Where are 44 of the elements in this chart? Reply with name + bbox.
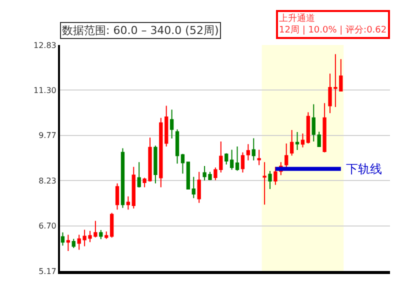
candlestick — [115, 182, 120, 210]
candlestick — [197, 171, 201, 204]
candlestick — [126, 196, 130, 210]
candlestick — [235, 146, 240, 172]
candlestick — [132, 166, 136, 209]
candlestick — [290, 129, 294, 156]
chart-title: 数据范围: 60.0 – 340.0 (52周) — [62, 24, 219, 37]
candlestick — [175, 128, 180, 164]
candlestick — [66, 234, 70, 252]
candlestick — [312, 104, 316, 142]
candlestick — [104, 230, 108, 240]
text: 上升通道 12周 | 10.0% | 评分:0.62 — [279, 13, 387, 36]
candlestick — [99, 229, 103, 240]
candlestick — [137, 162, 141, 188]
candlestick — [246, 144, 250, 161]
series-label: 下轨线 — [346, 162, 382, 176]
candlestick — [120, 148, 125, 208]
candlestick — [224, 152, 228, 165]
candlestick — [72, 238, 76, 248]
candlestick — [154, 145, 158, 184]
candlestick — [230, 149, 234, 170]
candlestick — [322, 102, 326, 153]
y-tick-label: 12.83 — [33, 40, 56, 50]
candlestick — [306, 112, 310, 144]
candlestick — [268, 170, 272, 190]
candlestick — [110, 212, 114, 238]
candlestick — [170, 109, 174, 140]
candlestick — [284, 143, 288, 169]
candlestick — [60, 232, 65, 246]
y-tick-label: 9.77 — [38, 131, 56, 140]
candlestick — [186, 162, 190, 190]
candlestick — [180, 153, 185, 174]
candlestick — [192, 176, 196, 199]
y-tick-label: 5.17 — [38, 266, 56, 276]
candlestick — [252, 138, 256, 161]
candlestick — [300, 133, 305, 148]
y-tick-label: 6.70 — [38, 222, 56, 231]
y-tick-label: 8.23 — [38, 176, 56, 186]
candlestick — [295, 132, 300, 151]
candlestick — [240, 152, 245, 173]
candlestick — [257, 149, 261, 166]
candlestick — [317, 131, 321, 147]
y-tick-label: 11.30 — [33, 86, 56, 95]
candlestick — [262, 162, 266, 206]
